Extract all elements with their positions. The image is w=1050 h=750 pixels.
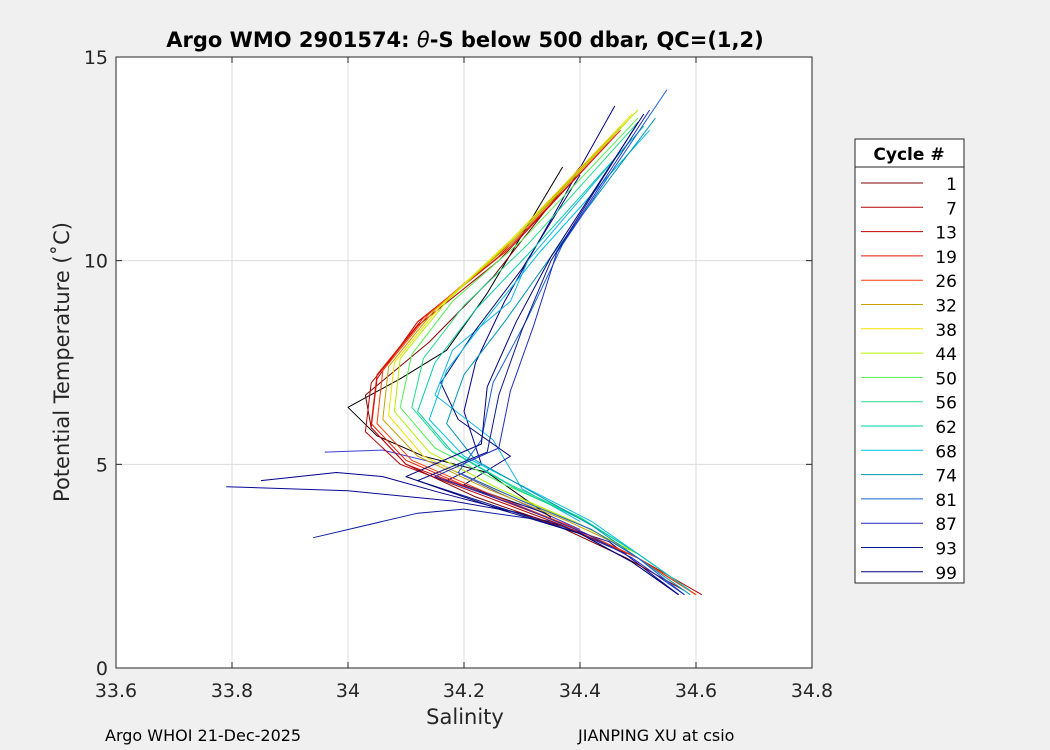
legend-label-38: 38 [935, 321, 957, 341]
x-axis-ticks: 33.6 33.8 34 34.2 34.4 34.6 34.8 [95, 57, 833, 702]
x-tick-label: 34.6 [675, 680, 717, 702]
title-theta: θ [417, 28, 430, 52]
legend-label-68: 68 [935, 442, 957, 462]
legend-title-box [854, 138, 965, 168]
x-tick-label: 34 [336, 680, 360, 702]
footer-right: JIANPING XU at csio [577, 726, 734, 745]
profile-trace [434, 138, 633, 522]
x-tick-label: 33.8 [211, 680, 253, 702]
legend-items: 1 7 13 19 26 32 38 44 50 56 62 68 74 81 87 93 99 [861, 175, 957, 584]
legend-label-44: 44 [935, 345, 957, 365]
legend-label-87: 87 [935, 515, 957, 535]
chart-title: Argo WMO 2901574: θ-S below 500 dbar, QC… [166, 28, 763, 52]
y-axis-ticks: 0 5 10 15 [84, 47, 812, 680]
legend-label-62: 62 [935, 418, 957, 438]
legend: Cycle # 1 7 13 19 26 32 38 44 50 56 62 68 74 81 87 93 99 [854, 138, 965, 584]
y-axis-label: Potential Temperature (˚C) [50, 222, 74, 502]
legend-label-1: 1 [946, 175, 957, 195]
legend-box [854, 166, 965, 584]
series-line-cycle-99 [405, 113, 679, 596]
series-line-cycle-68 [428, 129, 691, 592]
y-tick-label: 5 [96, 454, 108, 476]
y-tick-label: 15 [84, 47, 108, 69]
legend-label-56: 56 [935, 394, 957, 414]
legend-label-19: 19 [935, 248, 957, 268]
legend-label-50: 50 [935, 369, 957, 389]
profile-trace [260, 472, 534, 518]
series-line-cycle-87 [434, 109, 685, 596]
x-tick-label: 34.2 [443, 680, 485, 702]
legend-label-32: 32 [935, 297, 957, 317]
series-line-cycle-74 [446, 117, 691, 596]
profile-trace [440, 174, 581, 514]
legend-label-7: 7 [946, 199, 957, 219]
x-axis-label: Salinity [426, 705, 504, 729]
x-tick-label: 33.6 [95, 680, 137, 702]
legend-label-99: 99 [935, 564, 957, 584]
x-tick-label: 34.8 [791, 680, 833, 702]
legend-label-74: 74 [935, 467, 957, 487]
series-line-cycle-81 [457, 89, 685, 596]
y-tick-label: 10 [84, 251, 108, 273]
y-tick-label: 0 [96, 658, 108, 680]
title-prefix: Argo WMO 2901574: [166, 28, 417, 52]
series-line-cycle-62 [417, 125, 691, 592]
legend-label-13: 13 [935, 224, 957, 244]
x-tick-label: 34.4 [559, 680, 601, 702]
series-line-cycle-44 [393, 109, 691, 592]
data-traces [226, 89, 703, 596]
title-suffix: -S below 500 dbar, QC=(1,2) [430, 28, 764, 52]
footer-left: Argo WHOI 21-Dec-2025 [105, 726, 301, 745]
legend-label-93: 93 [935, 540, 957, 560]
legend-label-81: 81 [935, 491, 957, 511]
legend-label-26: 26 [935, 272, 957, 292]
legend-title: Cycle # [873, 145, 944, 165]
